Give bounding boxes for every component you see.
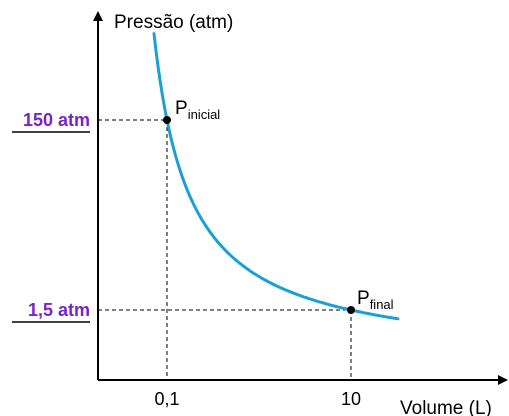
point-final-letter: P <box>357 288 370 309</box>
y-tick-label-1-5: 1,5 atm <box>28 300 90 320</box>
x-tick-label-0-1: 0,1 <box>154 389 179 409</box>
point-initial-subscript: inicial <box>188 107 221 122</box>
x-tick-label-10: 10 <box>341 389 361 409</box>
y-axis-title: Pressão (atm) <box>114 12 233 33</box>
y-tick-label-150: 150 atm <box>23 110 90 130</box>
point-initial-label: Pinicial <box>175 98 220 122</box>
point-final-label: Pfinal <box>357 288 394 312</box>
point-initial-marker <box>163 116 171 124</box>
point-final-subscript: final <box>370 297 394 312</box>
point-final-marker <box>347 306 355 314</box>
point-initial-letter: P <box>175 98 188 119</box>
x-axis-title: Volume (L) <box>400 398 492 416</box>
isotherm-curve <box>152 32 400 321</box>
